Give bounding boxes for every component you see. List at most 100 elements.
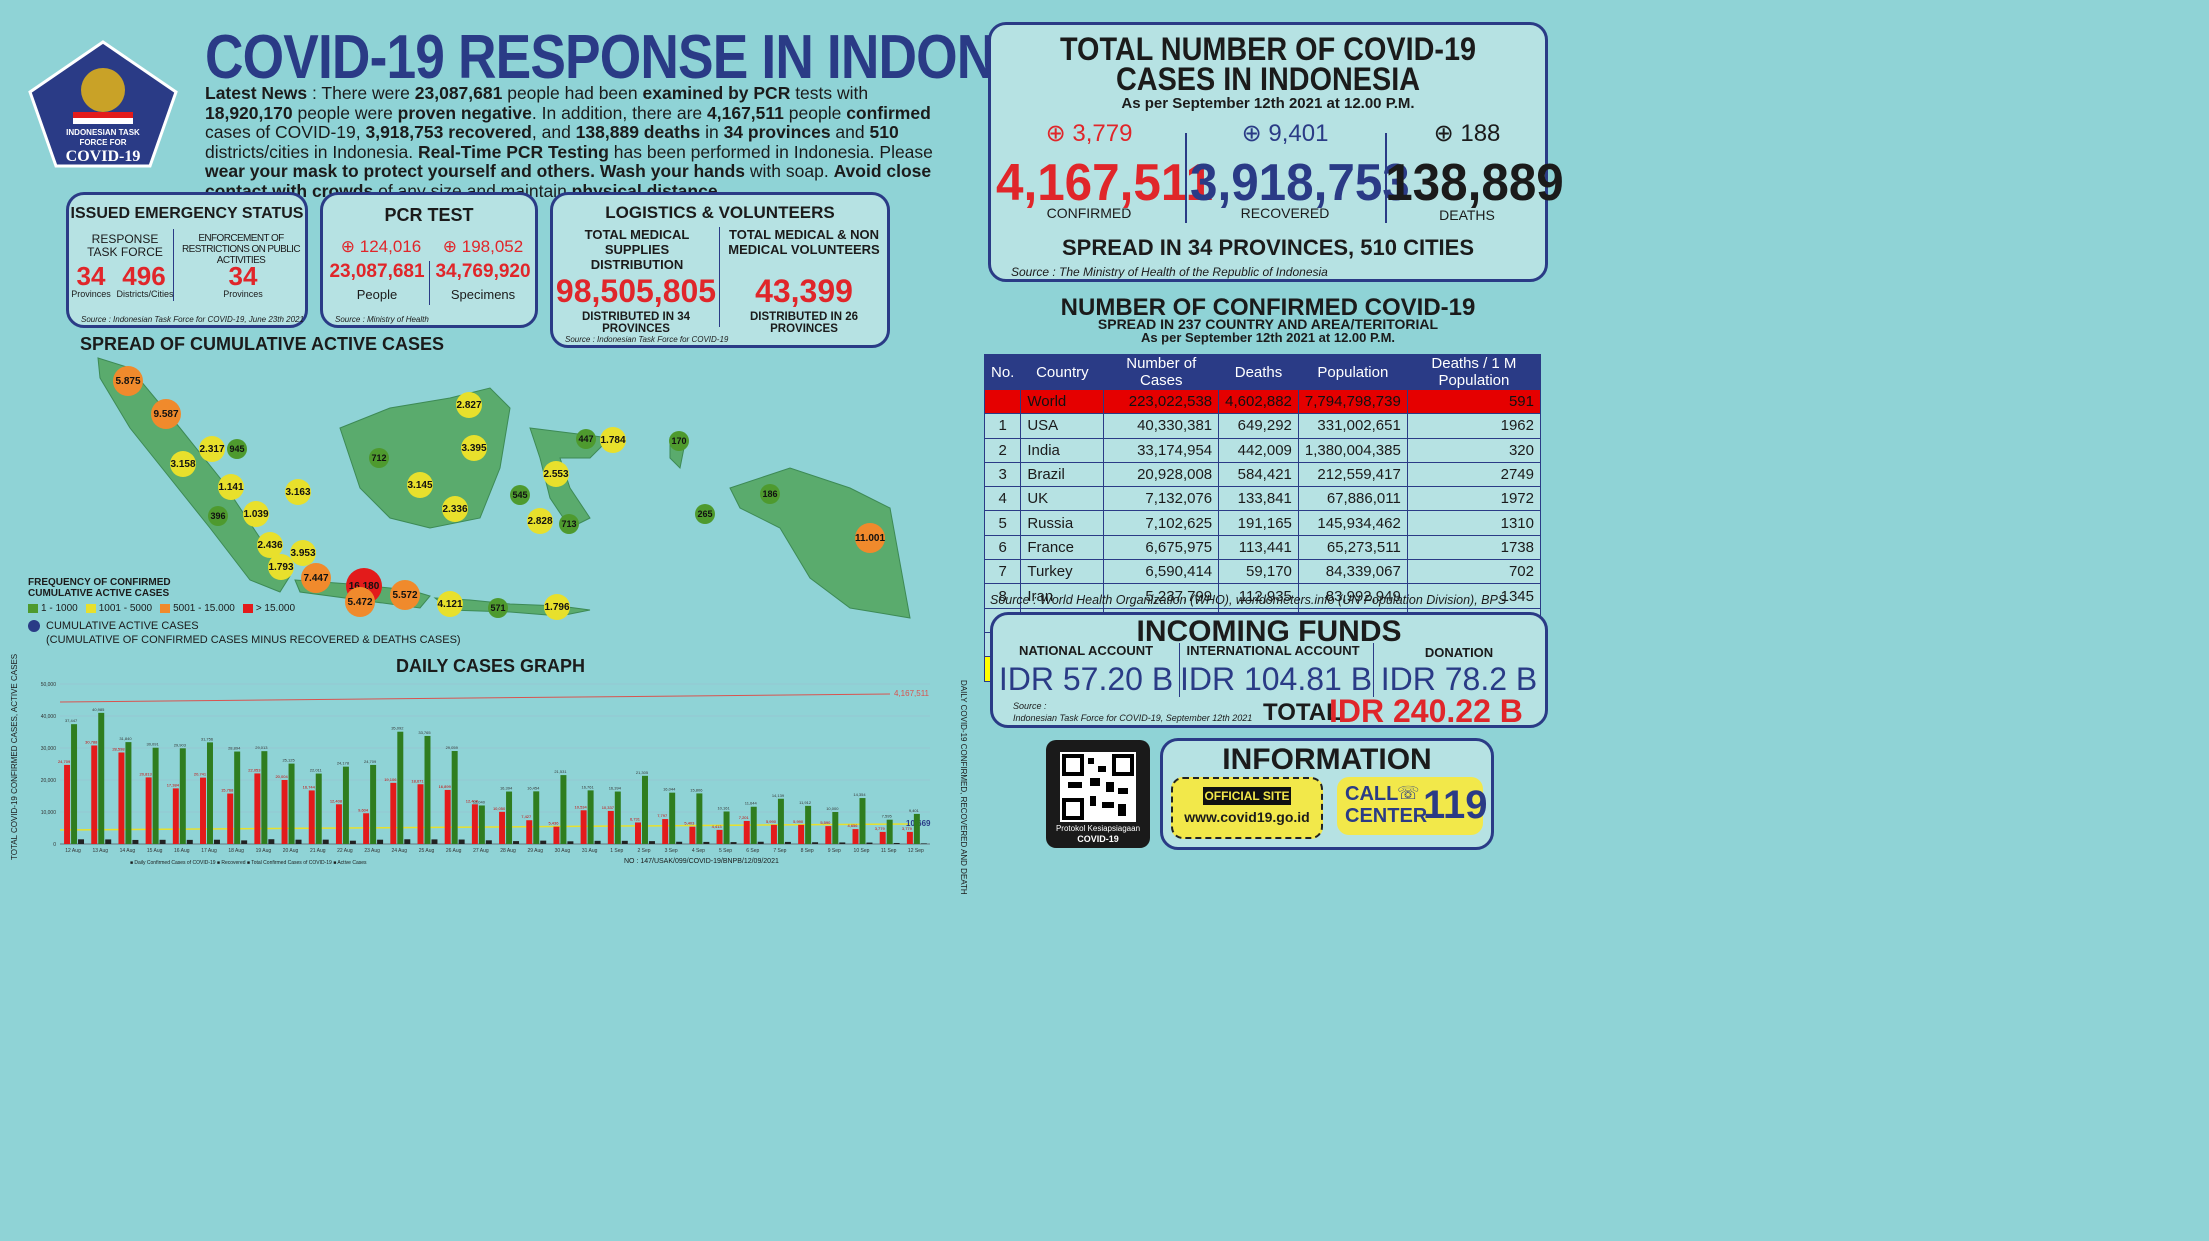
table-cell: 67,886,011 (1297, 486, 1408, 512)
emergency-title: ISSUED EMERGENCY STATUS (70, 205, 304, 222)
data-label: 12,040 (473, 799, 486, 804)
x-tick-label: 2 Sep (637, 848, 650, 854)
map-bubble: 11.001 (855, 523, 885, 553)
official-site-url[interactable]: www.covid19.go.id (1184, 809, 1310, 825)
x-tick-label: 22 Aug (337, 848, 353, 854)
bar-recovered (179, 748, 186, 844)
bar-recovered (125, 742, 132, 844)
data-label: 16,394 (500, 786, 513, 791)
x-tick-label: 5 Sep (719, 848, 732, 854)
incoming-funds-panel: INCOMING FUNDS NATIONAL ACCOUNT INTERNAT… (990, 612, 1548, 729)
total-inc-death: ⊕ 188 (1387, 119, 1547, 148)
map-bubble: 2.436 (257, 532, 283, 558)
bar-confirmed (635, 822, 641, 844)
data-label: 15,768 (221, 788, 234, 793)
news-segment: proven negative (397, 102, 532, 123)
map-note2: (CUMULATIVE OF CONFIRMED CASES MINUS REC… (46, 634, 461, 646)
bar-confirmed (879, 831, 886, 844)
map-bubble: 3.163 (285, 479, 311, 505)
bar-deaths (132, 839, 139, 844)
emergency-l3: Provinces (223, 289, 263, 299)
phone-icon: ☏ (1397, 783, 1420, 803)
map-bubble: 2.828 (527, 508, 553, 534)
emergency-v2: 496 (122, 261, 166, 291)
data-label: 22,053 (248, 767, 261, 772)
map-bubble: 447 (576, 429, 596, 449)
data-label: 3,779 (875, 826, 886, 831)
funds-h1: NATIONAL ACCOUNT (1018, 643, 1154, 658)
qr-label1: Protokol Kesiapsiagaan (1055, 824, 1141, 833)
x-tick-label: 27 Aug (473, 848, 489, 854)
legend-label: 1 - 1000 (41, 603, 78, 614)
data-label: 30,091 (147, 742, 160, 747)
latest-news: Latest News : There were 23,087,681 peop… (205, 83, 957, 201)
x-tick-label: 8 Sep (801, 848, 814, 854)
total-l-death: DEATHS (1439, 207, 1495, 223)
map-bubble: 186 (760, 484, 780, 504)
pcr-inc1-arrow-icon: ⊕ (340, 237, 360, 256)
table-cell: 133,841 (1218, 486, 1299, 512)
footer-number: NO : 147/USAK/099/COVID-19/BNPB/12/09/20… (624, 858, 779, 865)
emergency-source: Source : Indonesian Task Force for COVID… (81, 315, 304, 324)
bar-deaths (349, 840, 356, 844)
news-segment: Latest News (205, 83, 308, 103)
logistics-h2: TOTAL MEDICAL & NON MEDICAL VOLUNTEERS (728, 227, 880, 257)
bar-confirmed (417, 784, 424, 844)
table-cell: 1738 (1406, 534, 1542, 561)
table-row: 4 UK 7,132,076 133,841 67,886,011 1972 (983, 486, 1542, 512)
data-label: 14,139 (772, 793, 785, 798)
table-row: 6 France 6,675,975 113,441 65,273,511 1738 (983, 534, 1542, 561)
table-cell: India (1020, 437, 1105, 463)
pcr-title: PCR TEST (384, 205, 474, 225)
table-cell: 223,022,538 (1103, 388, 1220, 415)
data-label: 25,125 (282, 758, 295, 763)
x-tick-label: 18 Aug (228, 848, 244, 854)
data-label: 20,813 (140, 771, 153, 776)
daily-cases-chart: 0 10,000 20,000 30,000 40,000 50,000 4,167,511… (41, 682, 931, 854)
world-asof: As per September 12th 2021 at 12.00 P.M. (1140, 330, 1396, 345)
total-title1: TOTAL NUMBER OF COVID-19 (1059, 31, 1477, 67)
table-cell: 7,794,798,739 (1297, 388, 1408, 415)
bar-confirmed (770, 824, 777, 844)
data-label: 7,427 (521, 814, 532, 819)
center-label: CENTER (1345, 805, 1428, 827)
bar-confirmed (906, 831, 913, 844)
map-bubble: 5.572 (390, 580, 420, 610)
news-segment: Real-Time PCR Testing (418, 141, 609, 162)
data-label: 28,894 (228, 746, 241, 751)
table-cell: Russia (1020, 510, 1105, 536)
bar-recovered (424, 735, 431, 844)
world-cases-table: No. Country Number of Cases Deaths Populatio… (983, 354, 1542, 682)
table-cell (983, 388, 1022, 415)
bar-confirmed (825, 826, 832, 844)
table-cell: 4,602,882 (1218, 388, 1299, 415)
news-segment: 18,920,170 (205, 102, 293, 123)
y-tick-label: 10,000 (41, 810, 57, 816)
bar-deaths (322, 839, 329, 844)
data-label: 7,201 (739, 815, 750, 820)
funds-source2: Indonesian Task Force for COVID-19, Sept… (1013, 713, 1253, 723)
qr-code-icon (1060, 752, 1136, 822)
bar-confirmed (716, 829, 723, 844)
news-segment: cases of COVID-19, (205, 122, 366, 142)
legend-title1: FREQUENCY OF CONFIRMED (28, 577, 171, 588)
bar-confirmed (689, 826, 696, 844)
bar-deaths (485, 840, 492, 844)
official-site-button[interactable]: OFFICIAL SITE www.covid19.go.id (1171, 777, 1323, 839)
total-inc-rec-value: 9,401 (1268, 120, 1329, 147)
call-center-button[interactable]: CALL CENTER ☏ 119 (1337, 777, 1488, 835)
pcr-v1: 23,087,681 (329, 261, 425, 282)
map-note1: CUMULATIVE ACTIVE CASES (46, 620, 199, 632)
world-sub: SPREAD IN 237 COUNTRY AND AREA/TERITORIA… (1097, 316, 1439, 332)
bar-deaths (431, 839, 438, 844)
data-label: 16,761 (582, 784, 595, 789)
news-segment: 138,889 deaths (575, 122, 701, 142)
qr-card[interactable]: Protokol Kesiapsiagaan COVID-19 (1046, 740, 1150, 848)
emergency-v3: 34 (228, 261, 258, 291)
table-cell: 3 (983, 461, 1022, 488)
map-legend: 1 - 1000 1001 - 5000 5001 - 15.000 > 15.000 (28, 603, 295, 614)
news-segment: 510 (869, 122, 899, 142)
legend-label: 1001 - 5000 (98, 603, 153, 614)
table-cell: 112,935 (1218, 583, 1299, 609)
legend-label: > 15.000 (255, 603, 296, 614)
